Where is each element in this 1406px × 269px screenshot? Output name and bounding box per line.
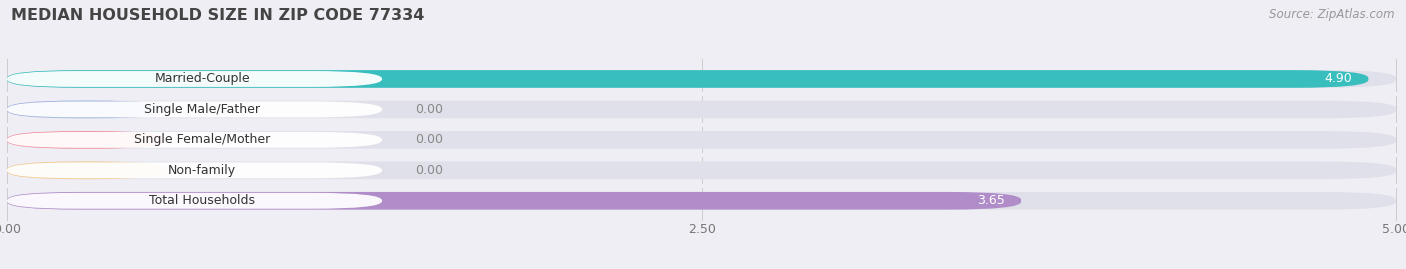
Text: 0.00: 0.00 (415, 133, 443, 146)
Text: 3.65: 3.65 (977, 194, 1004, 207)
FancyBboxPatch shape (7, 161, 166, 179)
Text: 0.00: 0.00 (415, 103, 443, 116)
FancyBboxPatch shape (7, 101, 166, 118)
FancyBboxPatch shape (7, 162, 382, 178)
FancyBboxPatch shape (7, 193, 382, 209)
Text: Single Female/Mother: Single Female/Mother (134, 133, 270, 146)
Text: Total Households: Total Households (149, 194, 254, 207)
Text: Single Male/Father: Single Male/Father (143, 103, 260, 116)
FancyBboxPatch shape (7, 192, 1021, 210)
Text: Married-Couple: Married-Couple (155, 72, 250, 86)
FancyBboxPatch shape (7, 70, 1368, 88)
FancyBboxPatch shape (7, 192, 1396, 210)
FancyBboxPatch shape (7, 101, 382, 117)
Text: Non-family: Non-family (167, 164, 236, 177)
FancyBboxPatch shape (7, 161, 1396, 179)
Text: Source: ZipAtlas.com: Source: ZipAtlas.com (1270, 8, 1395, 21)
Text: 4.90: 4.90 (1324, 72, 1351, 86)
FancyBboxPatch shape (7, 131, 1396, 149)
FancyBboxPatch shape (7, 70, 1396, 88)
FancyBboxPatch shape (7, 132, 382, 148)
FancyBboxPatch shape (7, 131, 166, 149)
Text: 0.00: 0.00 (415, 164, 443, 177)
FancyBboxPatch shape (7, 101, 1396, 118)
FancyBboxPatch shape (7, 71, 382, 87)
Text: MEDIAN HOUSEHOLD SIZE IN ZIP CODE 77334: MEDIAN HOUSEHOLD SIZE IN ZIP CODE 77334 (11, 8, 425, 23)
